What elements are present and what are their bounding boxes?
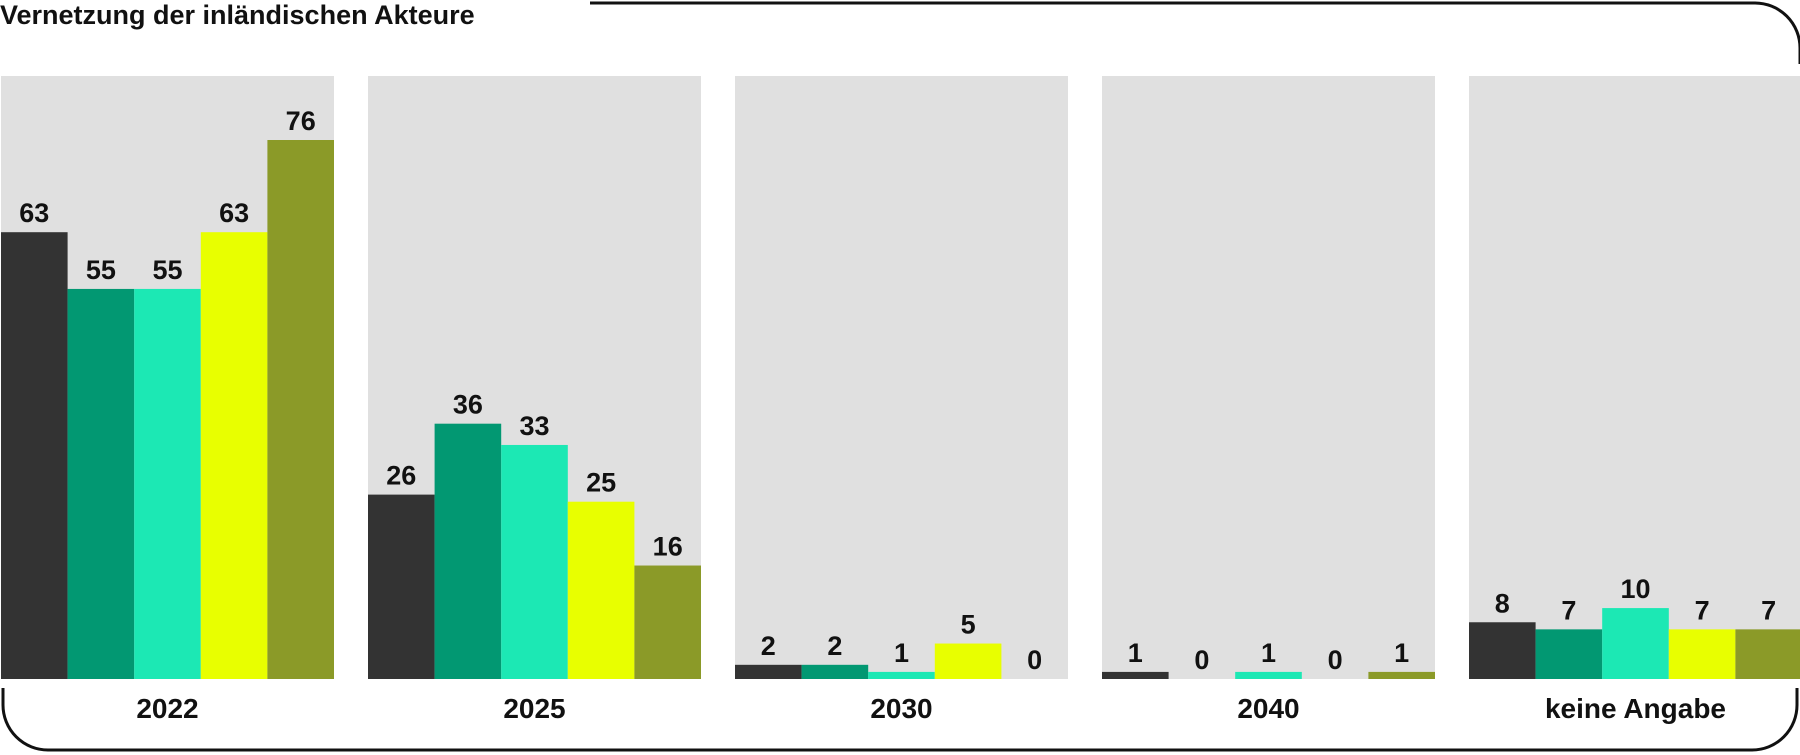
value-label-2022-4: 63 [219, 198, 249, 228]
value-label-2022-2: 55 [86, 255, 116, 285]
bar-keine-angabe-3 [1602, 608, 1669, 679]
bar-2022-5 [267, 140, 334, 679]
chart-title: Vernetzung der inländischen Akteure [0, 0, 475, 30]
value-label-keine-angabe-1: 8 [1495, 588, 1510, 618]
value-label-keine-angabe-5: 7 [1761, 595, 1776, 625]
value-label-2030-3: 1 [894, 638, 909, 668]
bar-2025-3 [501, 444, 568, 679]
bar-2022-2 [67, 288, 135, 679]
value-label-2040-1: 1 [1128, 638, 1143, 668]
bar-2022-1 [1, 232, 68, 679]
value-label-2025-5: 16 [653, 532, 683, 562]
value-label-keine-angabe-3: 10 [1620, 574, 1650, 604]
value-label-2025-2: 36 [453, 390, 483, 420]
value-label-2022-5: 76 [286, 106, 316, 136]
bar-2030-1 [735, 664, 802, 679]
bar-2030-2 [801, 664, 869, 679]
bar-2025-1 [368, 494, 435, 679]
bar-keine-angabe-1 [1469, 622, 1536, 679]
bar-2030-4 [934, 643, 1002, 679]
bar-2025-2 [434, 423, 502, 679]
value-label-2030-4: 5 [961, 610, 976, 640]
value-label-2025-3: 33 [519, 411, 549, 441]
bar-keine-angabe-2 [1535, 629, 1603, 679]
bar-2040-1 [1102, 671, 1169, 679]
bar-keine-angabe-5 [1735, 629, 1800, 679]
bar-2040-5 [1368, 671, 1435, 679]
group-label-keine-angabe: keine Angabe [1545, 693, 1726, 724]
value-label-2030-5: 0 [1027, 645, 1042, 675]
value-label-2030-1: 2 [761, 631, 776, 661]
bottom-bracket-line [1, 688, 1799, 752]
value-label-2040-3: 1 [1261, 638, 1276, 668]
value-label-keine-angabe-2: 7 [1561, 595, 1576, 625]
bar-2040-3 [1235, 671, 1302, 679]
bar-2022-3 [134, 288, 201, 679]
value-label-2025-1: 26 [386, 461, 416, 491]
group-label-2030: 2030 [870, 693, 932, 724]
group-label-2022: 2022 [136, 693, 198, 724]
panel-keine-angabe [1469, 76, 1800, 679]
panel-2040 [1102, 76, 1435, 679]
group-label-2040: 2040 [1237, 693, 1299, 724]
value-label-keine-angabe-4: 7 [1695, 595, 1710, 625]
bar-2030-3 [868, 671, 935, 679]
value-label-2025-4: 25 [586, 468, 616, 498]
bar-keine-angabe-4 [1668, 629, 1736, 679]
value-label-2040-4: 0 [1328, 645, 1343, 675]
panel-2030 [735, 76, 1068, 679]
top-bracket-line [590, 1, 1800, 64]
value-label-2040-2: 0 [1194, 645, 1209, 675]
group-label-2025: 2025 [503, 693, 565, 724]
value-label-2022-1: 63 [19, 198, 49, 228]
value-label-2030-2: 2 [827, 631, 842, 661]
value-label-2040-5: 1 [1394, 638, 1409, 668]
bar-2025-5 [634, 565, 701, 679]
bar-2022-4 [200, 232, 268, 679]
value-label-2022-3: 55 [152, 255, 182, 285]
bar-2025-4 [567, 501, 635, 679]
